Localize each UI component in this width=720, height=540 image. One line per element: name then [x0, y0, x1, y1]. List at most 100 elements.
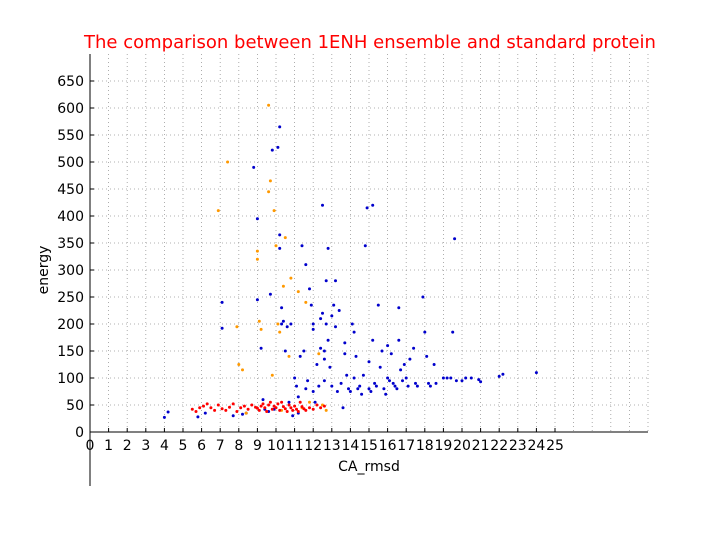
data-point: [213, 408, 217, 412]
data-point: [235, 325, 239, 329]
data-point: [345, 373, 349, 377]
data-point: [252, 165, 256, 169]
data-point: [304, 263, 308, 267]
data-point: [276, 145, 280, 149]
data-point: [276, 402, 280, 406]
data-point: [235, 410, 239, 413]
data-point: [278, 330, 282, 334]
x-tick-label: 18: [416, 438, 434, 454]
data-point: [190, 407, 194, 411]
data-point: [321, 311, 324, 315]
data-point: [365, 206, 369, 210]
data-point: [216, 403, 220, 407]
data-point: [313, 400, 317, 404]
data-point: [196, 415, 200, 419]
data-point: [293, 376, 297, 380]
data-point: [224, 408, 228, 412]
data-point: [296, 410, 300, 413]
data-point: [363, 244, 367, 248]
data-point: [267, 103, 271, 107]
x-tick-label: 13: [323, 438, 341, 454]
data-point: [205, 402, 209, 406]
data-point: [300, 244, 304, 248]
data-point: [315, 403, 319, 407]
data-point: [453, 237, 457, 241]
data-point: [244, 411, 248, 415]
data-point: [367, 360, 371, 364]
data-point: [295, 407, 298, 411]
data-point: [322, 357, 326, 361]
data-point: [259, 346, 263, 350]
data-point: [374, 384, 378, 388]
data-point: [257, 319, 261, 323]
x-tick-label: 16: [379, 438, 397, 454]
data-point: [317, 384, 321, 388]
x-tick-label: 12: [304, 438, 322, 454]
y-tick-label: 550: [57, 128, 84, 144]
data-point: [319, 346, 323, 350]
data-point: [270, 407, 274, 411]
data-point: [209, 406, 213, 410]
data-point: [304, 387, 308, 391]
data-point: [428, 384, 432, 388]
x-tick-label: 1: [104, 438, 113, 454]
x-tick-label: 25: [546, 438, 564, 454]
y-tick-label: 650: [57, 74, 84, 90]
data-point: [347, 387, 350, 391]
data-point: [460, 379, 464, 383]
data-point: [330, 384, 334, 388]
data-point: [393, 384, 397, 388]
data-point: [255, 257, 259, 261]
x-tick-label: 2: [123, 438, 132, 454]
data-point: [280, 322, 284, 326]
data-point: [162, 415, 166, 419]
y-tick-label: 100: [57, 371, 84, 387]
data-point: [358, 384, 362, 388]
x-tick-label: 11: [286, 438, 304, 454]
data-point: [241, 368, 244, 372]
data-point: [441, 376, 445, 380]
data-point: [280, 306, 284, 310]
data-point: [421, 295, 425, 299]
y-tick-label: 150: [57, 344, 84, 360]
data-point: [203, 411, 207, 415]
data-point: [339, 381, 343, 385]
data-point: [324, 322, 328, 326]
data-point: [289, 406, 293, 410]
data-point: [454, 379, 458, 383]
data-point: [477, 378, 481, 382]
data-point: [326, 246, 330, 250]
x-tick-label: 5: [179, 438, 188, 454]
data-point: [328, 365, 332, 369]
x-tick-label: 14: [341, 438, 359, 454]
data-point: [371, 203, 375, 207]
data-point: [239, 406, 243, 410]
data-point: [334, 325, 337, 329]
data-point: [216, 209, 220, 213]
y-tick-label: 450: [57, 182, 84, 198]
data-point: [311, 407, 315, 411]
data-point: [382, 387, 386, 391]
data-point: [479, 380, 483, 384]
data-point: [308, 400, 311, 404]
data-point: [378, 365, 382, 369]
data-point: [464, 376, 468, 380]
data-point: [274, 244, 278, 248]
data-point: [386, 376, 390, 380]
data-point: [259, 404, 263, 408]
data-point: [415, 384, 419, 388]
data-point: [380, 349, 384, 353]
data-point: [272, 209, 276, 213]
data-point: [265, 410, 269, 413]
y-ticks: 0 50 100 150 200 250 300 350 400 450 500 550 600 650: [57, 74, 94, 441]
data-point: [295, 384, 298, 388]
data-point: [534, 371, 538, 375]
data-point: [304, 408, 308, 412]
data-point: [386, 344, 390, 348]
data-point: [322, 349, 326, 353]
data-point: [220, 407, 224, 411]
data-point: [270, 148, 274, 152]
x-tick-label: 7: [216, 438, 225, 454]
y-tick-label: 50: [66, 398, 84, 414]
x-tick-label: 20: [453, 438, 471, 454]
